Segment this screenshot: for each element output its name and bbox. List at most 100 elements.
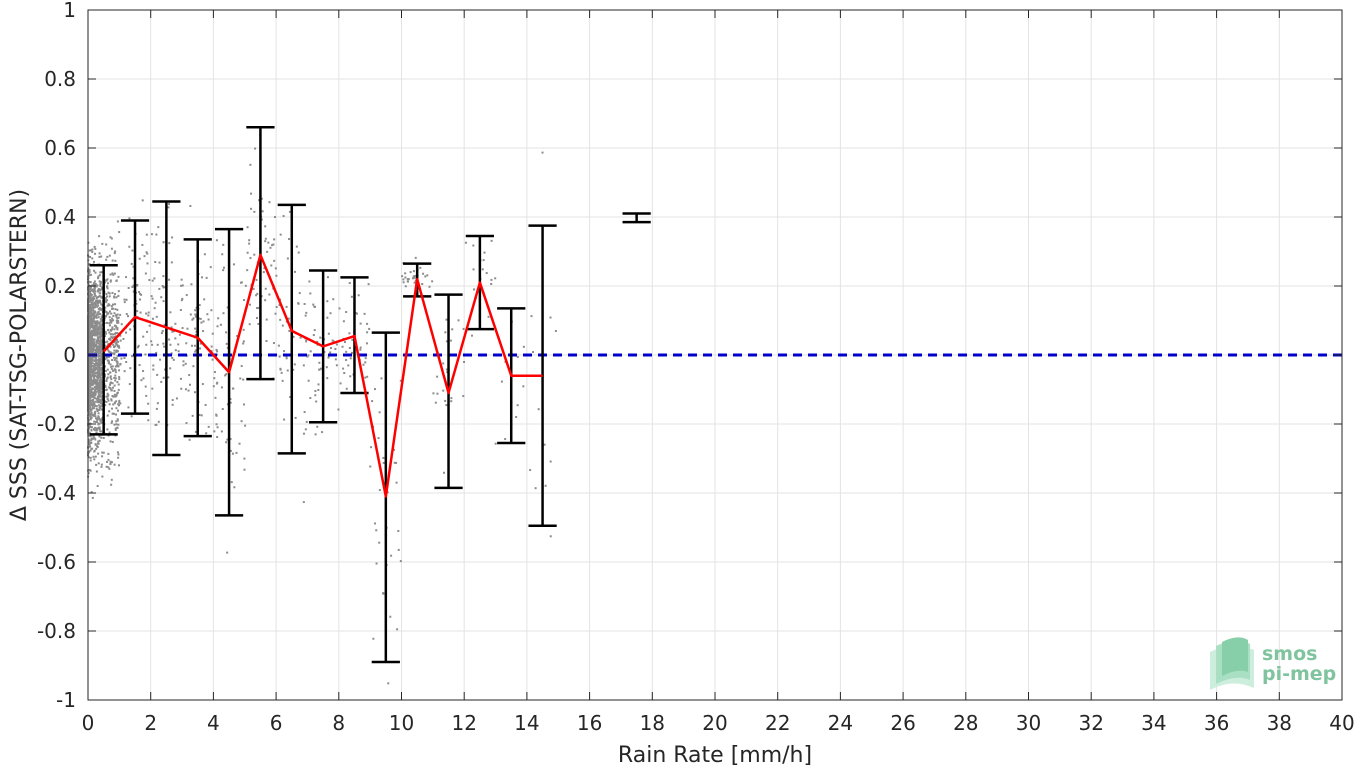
scatter-point <box>373 388 376 391</box>
scatter-point <box>256 307 259 310</box>
scatter-point <box>115 420 118 423</box>
scatter-point <box>107 399 110 402</box>
scatter-point <box>113 353 116 356</box>
scatter-point <box>436 392 439 395</box>
scatter-point <box>98 274 101 277</box>
scatter-point <box>111 328 114 331</box>
scatter-point <box>90 324 93 327</box>
scatter-point <box>188 374 191 377</box>
scatter-point <box>90 334 93 337</box>
scatter-point <box>115 394 118 397</box>
scatter-point <box>88 367 91 370</box>
scatter-point <box>261 210 264 213</box>
scatter-point <box>373 522 376 525</box>
scatter-point <box>117 423 120 426</box>
scatter-point <box>105 311 108 314</box>
scatter-point <box>94 420 97 423</box>
scatter-point <box>93 260 96 263</box>
scatter-point <box>98 255 101 258</box>
scatter-point <box>105 401 108 404</box>
scatter-point <box>87 456 90 459</box>
scatter-point <box>96 350 99 353</box>
scatter-point <box>104 358 107 361</box>
scatter-point <box>220 430 223 433</box>
scatter-point <box>97 426 100 429</box>
scatter-point <box>229 401 232 404</box>
scatter-point <box>194 350 197 353</box>
scatter-point <box>365 342 368 345</box>
scatter-point <box>110 317 113 320</box>
scatter-point <box>366 375 369 378</box>
scatter-point <box>272 243 275 246</box>
scatter-point <box>99 283 102 286</box>
scatter-point <box>110 329 113 332</box>
scatter-point <box>113 376 116 379</box>
scatter-point <box>278 355 281 358</box>
scatter-point <box>109 382 112 385</box>
scatter-point <box>326 316 329 319</box>
scatter-point <box>185 294 188 297</box>
scatter-point <box>98 345 101 348</box>
scatter-point <box>92 290 95 293</box>
scatter-point <box>462 395 465 398</box>
scatter-point <box>101 307 104 310</box>
scatter-point <box>283 418 286 421</box>
scatter-point <box>349 375 352 378</box>
scatter-point <box>494 277 497 280</box>
scatter-point <box>91 356 94 359</box>
scatter-point <box>91 348 94 351</box>
scatter-point <box>184 388 187 391</box>
scatter-point <box>116 381 119 384</box>
scatter-point <box>154 260 157 263</box>
scatter-point <box>168 338 171 341</box>
scatter-point <box>201 383 204 386</box>
scatter-point <box>522 385 525 388</box>
scatter-point <box>101 346 104 349</box>
scatter-point <box>88 398 91 401</box>
scatter-point <box>91 248 94 251</box>
scatter-point <box>226 551 229 554</box>
scatter-point <box>93 382 96 385</box>
scatter-point <box>393 461 396 464</box>
scatter-point <box>450 400 453 403</box>
scatter-point <box>96 331 99 334</box>
scatter-point <box>116 313 119 316</box>
scatter-point <box>117 453 120 456</box>
scatter-point <box>96 349 99 352</box>
scatter-point <box>534 487 537 490</box>
scatter-point <box>104 385 107 388</box>
scatter-point <box>97 346 100 349</box>
scatter-point <box>158 261 161 264</box>
scatter-point <box>132 284 135 287</box>
scatter-point <box>100 338 103 341</box>
scatter-point <box>91 387 94 390</box>
scatter-point <box>116 354 119 357</box>
scatter-point <box>104 369 107 372</box>
scatter-point <box>302 364 305 367</box>
scatter-point <box>87 283 90 286</box>
scatter-point <box>96 363 99 366</box>
scatter-point <box>93 245 96 248</box>
scatter-point <box>98 322 101 325</box>
scatter-point <box>93 369 96 372</box>
scatter-point <box>367 283 370 286</box>
scatter-point <box>202 320 205 323</box>
scatter-point <box>191 414 194 417</box>
scatter-point <box>92 312 95 315</box>
scatter-point <box>91 309 94 312</box>
scatter-point <box>112 412 115 415</box>
scatter-point <box>96 409 99 412</box>
scatter-point <box>317 389 320 392</box>
scatter-point <box>147 311 150 314</box>
scatter-point <box>89 317 92 320</box>
scatter-point <box>93 301 96 304</box>
scatter-point <box>138 257 141 260</box>
scatter-point <box>94 320 97 323</box>
scatter-point <box>94 443 97 446</box>
scatter-point <box>89 364 92 367</box>
logo-text-pi-mep: pi-mep <box>1262 663 1336 685</box>
scatter-point <box>107 361 110 364</box>
scatter-point <box>180 278 183 281</box>
scatter-point <box>167 376 170 379</box>
scatter-point <box>168 278 171 281</box>
